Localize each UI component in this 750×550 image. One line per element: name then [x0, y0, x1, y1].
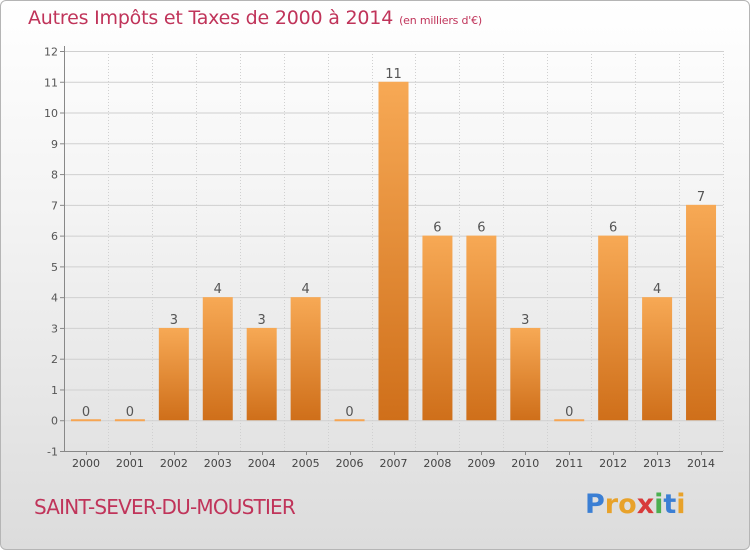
- logo-letter: o: [618, 489, 637, 520]
- data-label-2013: 4: [653, 282, 661, 297]
- data-label-2007: 11: [385, 67, 402, 82]
- data-label-2010: 3: [521, 313, 529, 328]
- y-tick-label: 6: [51, 230, 58, 243]
- y-tick-label: -1: [47, 446, 58, 459]
- data-label-2005: 4: [301, 282, 309, 297]
- logo-letter: P: [585, 489, 605, 520]
- bar-2011: [554, 419, 585, 422]
- x-tick-label-2001: 2001: [116, 457, 144, 470]
- bar-2014: [686, 204, 717, 421]
- bar-2009: [466, 235, 497, 421]
- x-tick-label-2009: 2009: [467, 457, 495, 470]
- x-tick-label-2000: 2000: [72, 457, 100, 470]
- y-tick-label: 8: [51, 169, 58, 182]
- bar-2001: [114, 419, 145, 422]
- bar-2003: [202, 297, 233, 421]
- data-label-2008: 6: [433, 221, 441, 236]
- x-tick-label-2012: 2012: [599, 457, 627, 470]
- chart-title: Autres Impôts et Taxes de 2000 à 2014 (en…: [28, 7, 482, 29]
- x-tick-label-2003: 2003: [204, 457, 232, 470]
- y-tick-label: 10: [44, 107, 58, 120]
- logo-letter: r: [604, 489, 619, 520]
- y-tick-label: 1: [51, 384, 58, 397]
- data-label-2014: 7: [697, 190, 705, 205]
- data-label-2001: 0: [126, 405, 134, 420]
- data-label-2006: 0: [345, 405, 353, 420]
- logo-letter: x: [636, 489, 655, 520]
- data-label-2011: 0: [565, 405, 573, 420]
- y-tick-label: 9: [51, 138, 58, 151]
- chart-title-main: Autres Impôts et Taxes de 2000 à 2014: [28, 7, 394, 29]
- logo-letter: i: [676, 489, 686, 520]
- y-tick-label: 12: [44, 46, 58, 59]
- x-tick-label-2004: 2004: [248, 457, 276, 470]
- y-tick-label: 0: [51, 415, 58, 428]
- x-tick-label-2014: 2014: [687, 457, 715, 470]
- y-tick-label: 2: [51, 353, 58, 366]
- y-tick-label: 7: [51, 199, 58, 212]
- y-tick-label: 4: [51, 292, 58, 305]
- y-tick-label: 5: [51, 261, 58, 274]
- y-tick-label: 3: [51, 322, 58, 335]
- bar-2005: [290, 297, 321, 421]
- logo-letter: t: [663, 489, 677, 520]
- x-tick-label-2005: 2005: [292, 457, 320, 470]
- data-label-2000: 0: [82, 405, 90, 420]
- bar-2000: [70, 419, 101, 422]
- bar-2002: [158, 327, 189, 421]
- x-tick-label-2008: 2008: [423, 457, 451, 470]
- x-tick-label-2007: 2007: [380, 457, 408, 470]
- y-tick-label: 11: [44, 76, 58, 89]
- bar-2012: [598, 235, 629, 421]
- bar-2006: [334, 419, 365, 422]
- data-label-2002: 3: [170, 313, 178, 328]
- logo-letter: i: [654, 489, 664, 520]
- data-label-2003: 4: [214, 282, 222, 297]
- proxiti-logo: Proxiti: [585, 489, 686, 520]
- x-tick-label-2011: 2011: [555, 457, 583, 470]
- x-tick-label-2010: 2010: [511, 457, 539, 470]
- x-tick-label-2006: 2006: [336, 457, 364, 470]
- commune-name: SAINT-SEVER-DU-MOUSTIER: [34, 495, 296, 519]
- data-label-2009: 6: [477, 221, 485, 236]
- data-label-2012: 6: [609, 221, 617, 236]
- bar-2004: [246, 327, 277, 421]
- bar-2007: [378, 81, 409, 421]
- x-tick-label-2013: 2013: [643, 457, 671, 470]
- chart-title-unit: (en milliers d'€): [399, 14, 482, 27]
- data-label-2004: 3: [258, 313, 266, 328]
- bar-2008: [422, 235, 453, 421]
- bar-2010: [510, 327, 541, 421]
- bar-2013: [642, 297, 673, 421]
- x-tick-label-2002: 2002: [160, 457, 188, 470]
